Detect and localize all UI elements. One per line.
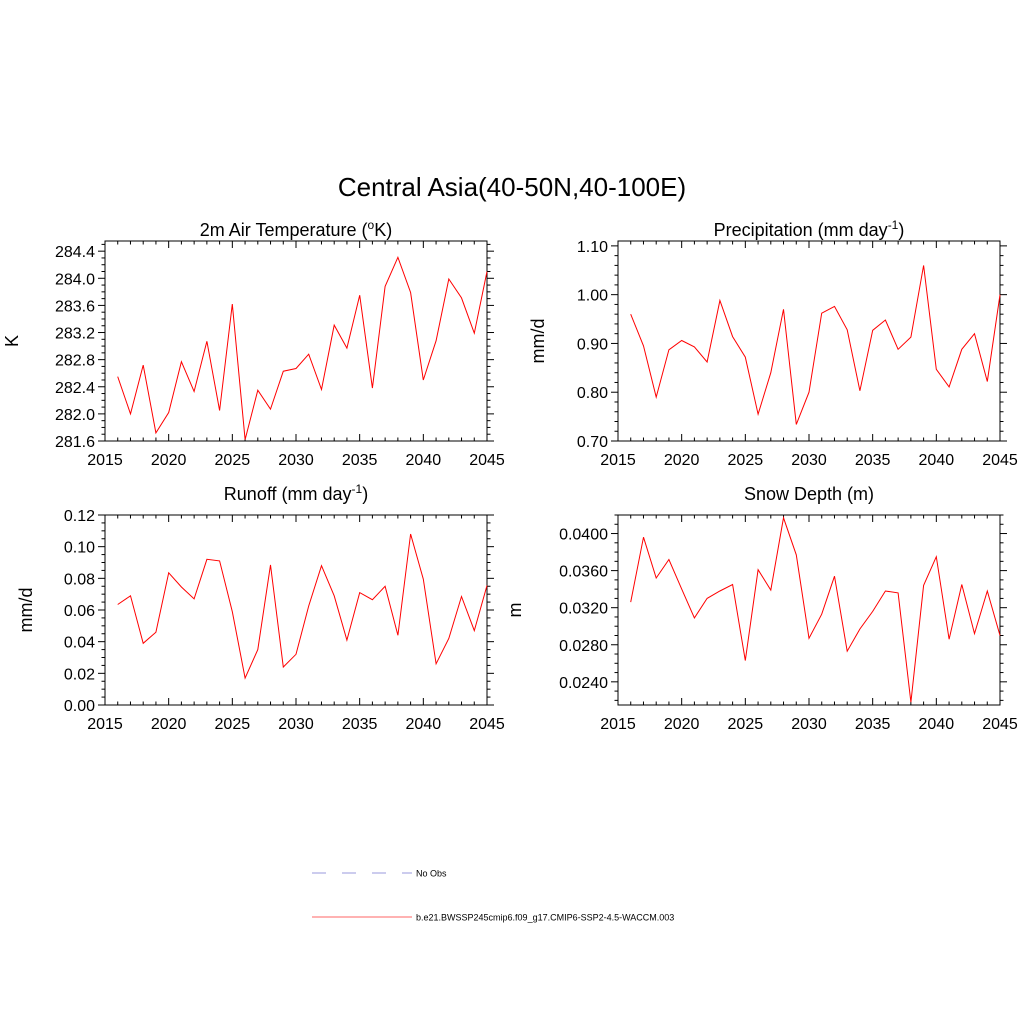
x-tick-label: 2015: [600, 716, 636, 733]
x-tick-label: 2040: [919, 452, 955, 469]
y-tick-label: 0.0320: [559, 601, 608, 618]
panel-title-suffix: K): [374, 220, 392, 240]
y-tick-label: 283.6: [55, 298, 95, 315]
panel-title-superscript: -1: [352, 482, 363, 496]
y-tick-label: 1.10: [577, 239, 608, 256]
panel-title-superscript: -1: [888, 218, 899, 232]
y-tick-label: 284.4: [55, 244, 95, 261]
y-tick-label: 284.0: [55, 271, 95, 288]
x-tick-label: 2030: [278, 452, 314, 469]
x-tick-label: 2030: [278, 716, 314, 733]
series-line-runoff: [117, 533, 488, 680]
y-tick-label: 0.0360: [559, 564, 608, 581]
x-tick-label: 2030: [791, 452, 827, 469]
y-tick-label: 282.8: [55, 353, 95, 370]
panel-title-suffix: ): [362, 484, 368, 504]
x-tick-label: 2035: [855, 452, 891, 469]
x-tick-label: 2025: [215, 452, 251, 469]
y-tick-label: 0.80: [577, 385, 608, 402]
figure-title: Central Asia(40-50N,40-100E): [338, 172, 686, 202]
panel-temperature: 2m Air Temperature (oK) K 2015 2020 2025 2030…: [2, 218, 505, 469]
x-tick-label: 2035: [342, 452, 378, 469]
y-tick-label: 1.00: [577, 288, 608, 305]
y-tick-label: 0.08: [64, 571, 95, 588]
panel-title-suffix: ): [898, 220, 904, 240]
y-tick-label: 281.6: [55, 434, 95, 451]
x-tick-label: 2015: [87, 716, 123, 733]
x-tick-label: 2040: [919, 716, 955, 733]
legend-label-no-obs: No Obs: [416, 869, 447, 879]
y-tick-label: 0.00: [64, 698, 95, 715]
x-tick-label: 2045: [469, 716, 505, 733]
x-tick-label: 2020: [664, 452, 700, 469]
y-tick-label: 0.70: [577, 434, 608, 451]
x-tick-label: 2025: [728, 716, 764, 733]
y-axis-label: mm/d: [16, 588, 36, 633]
y-tick-label: 0.0280: [559, 638, 608, 655]
y-axis-label: m: [505, 603, 525, 618]
panel-title-text: Precipitation (mm day: [714, 220, 888, 240]
y-tick-label: 282.4: [55, 380, 95, 397]
y-tick-label: 0.02: [64, 666, 95, 683]
x-tick-label: 2015: [600, 452, 636, 469]
y-tick-label: 0.06: [64, 603, 95, 620]
legend-label-model: b.e21.BWSSP245cmip6.f09_g17.CMIP6-SSP2-4…: [416, 913, 674, 923]
panel-title-text: 2m Air Temperature (: [200, 220, 368, 240]
y-tick-label: 0.10: [64, 540, 95, 557]
y-tick-label: 0.12: [64, 508, 95, 525]
y-tick-label: 283.2: [55, 326, 95, 343]
y-tick-label: 0.04: [64, 635, 95, 652]
panel-title: Snow Depth (m): [744, 484, 874, 504]
x-tick-label: 2035: [342, 716, 378, 733]
y-tick-label: 0.0400: [559, 527, 608, 544]
x-tick-label: 2020: [151, 452, 187, 469]
y-tick-label: 282.0: [55, 407, 95, 424]
x-tick-label: 2030: [791, 716, 827, 733]
panel-title: Precipitation (mm day-1): [714, 218, 905, 240]
x-tick-label: 2045: [469, 452, 505, 469]
legend: No Obs b.e21.BWSSP245cmip6.f09_g17.CMIP6…: [312, 869, 674, 923]
series-line-temperature: [117, 255, 488, 440]
panels: 2m Air Temperature (oK) K 2015 2020 2025 2030…: [2, 218, 1018, 733]
y-axis-label: mm/d: [528, 319, 548, 364]
panel-title: Runoff (mm day-1): [224, 482, 368, 504]
y-tick-label: 0.90: [577, 336, 608, 353]
x-tick-label: 2045: [982, 452, 1018, 469]
panel-precipitation: Precipitation (mm day-1) mm/d 2015 2020 2025…: [528, 218, 1018, 469]
panel-title: 2m Air Temperature (oK): [200, 218, 392, 240]
x-tick-label: 2020: [151, 716, 187, 733]
panel-runoff: Runoff (mm day-1) mm/d 2015 2020 2025 2030 203…: [16, 482, 505, 733]
y-axis-label: K: [2, 335, 22, 347]
y-tick-label: 0.0240: [559, 675, 608, 692]
x-tick-label: 2025: [728, 452, 764, 469]
x-tick-label: 2020: [664, 716, 700, 733]
panel-title-text: Runoff (mm day: [224, 484, 352, 504]
panel-snow-depth: Snow Depth (m) m 2015 2020 2025 2030 2035 2040 2…: [505, 484, 1018, 733]
x-tick-label: 2040: [406, 716, 442, 733]
x-tick-label: 2040: [406, 452, 442, 469]
x-tick-label: 2015: [87, 452, 123, 469]
series-line-snow-depth: [630, 515, 1001, 703]
x-tick-label: 2045: [982, 716, 1018, 733]
series-line-precipitation: [630, 265, 1001, 425]
panel-title-text: Snow Depth (m): [744, 484, 874, 504]
panel-title-superscript: o: [368, 218, 375, 232]
x-tick-label: 2025: [215, 716, 251, 733]
x-tick-label: 2035: [855, 716, 891, 733]
